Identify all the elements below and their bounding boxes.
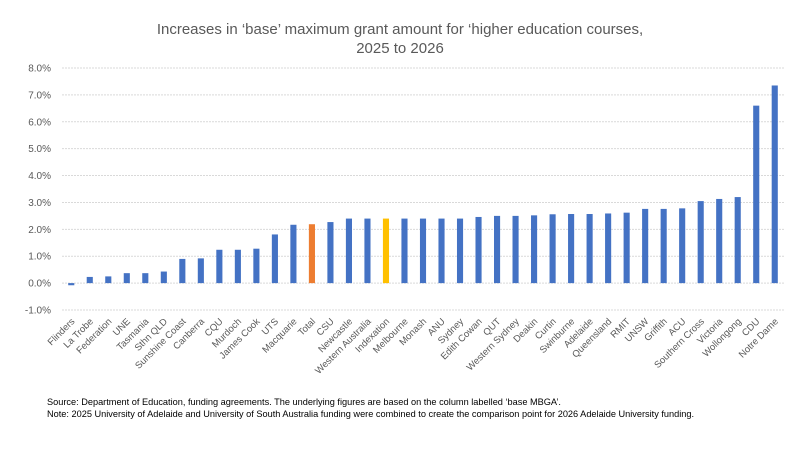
bar-adelaide (586, 214, 593, 284)
bar-flinders (68, 283, 75, 286)
y-axis-tick-labels: -1.0% 0.0% 1.0% 2.0% 3.0% 4.0% 5.0% 6.0% 7.0% 8.0… (25, 64, 51, 317)
y-tick-label: 2.0% (28, 225, 51, 236)
source-note: Source: Department of Education, funding… (47, 397, 561, 407)
bar-james-cook (253, 248, 260, 284)
x-tick-label: Total (296, 316, 318, 338)
bar-griffith (660, 208, 667, 284)
bar-uts (271, 234, 278, 284)
bar-murdoch (234, 249, 241, 284)
bar-une (123, 273, 130, 284)
y-tick-label: 0.0% (28, 279, 51, 290)
chart-title: Increases in ‘base’ maximum grant amount… (0, 20, 800, 58)
bar-deakin (531, 215, 538, 284)
bar-monash (419, 218, 427, 284)
y-tick-label: -1.0% (25, 306, 51, 317)
y-tick-label: 5.0% (28, 144, 51, 155)
bar-rmit (623, 212, 630, 284)
bars (68, 85, 778, 286)
chart-title-line-2: 2025 to 2026 (356, 40, 444, 57)
y-tick-label: 6.0% (28, 117, 51, 128)
bar-newcastle (345, 218, 352, 284)
y-tick-label: 8.0% (28, 64, 51, 75)
bar-southern-cross (697, 201, 704, 284)
bar-qut (494, 215, 501, 284)
bar-canberra (197, 258, 204, 284)
bar-macquarie (290, 224, 297, 284)
bar-queensland (605, 213, 612, 284)
bar-curtin (549, 214, 556, 284)
gridlines (62, 67, 784, 311)
bar-western-sydney (512, 215, 519, 284)
bar-western-australia (364, 218, 371, 284)
bar-tasmania (142, 273, 149, 284)
bar-cqu (216, 249, 223, 284)
bar-total (308, 224, 315, 284)
bar-sunshine-coast (179, 258, 186, 284)
bar-unsw (642, 208, 649, 284)
bar-sydney (456, 218, 464, 284)
y-tick-label: 3.0% (28, 198, 51, 209)
bar-victoria (716, 198, 723, 284)
bar-sthn-qld (160, 271, 167, 284)
bar-csu (327, 222, 334, 284)
bar-edith-cowan (475, 216, 482, 284)
bar-la-trobe (86, 276, 93, 284)
bar-swinburne (568, 214, 575, 284)
y-tick-label: 1.0% (28, 252, 51, 263)
bar-wollongong (734, 197, 741, 284)
y-tick-label: 7.0% (28, 90, 51, 101)
chart-title-line-1: Increases in ‘base’ maximum grant amount… (156, 21, 644, 38)
bar-acu (679, 208, 686, 284)
bar-notre-dame (771, 85, 778, 284)
bar-melbourne (401, 218, 408, 284)
comparison-note: Note: 2025 University of Adelaide and Un… (47, 409, 695, 419)
y-tick-label: 4.0% (28, 171, 51, 182)
bar-cdu (753, 105, 760, 284)
bar-indexation (382, 218, 390, 284)
bar-federation (105, 276, 112, 284)
bar-anu (438, 218, 445, 284)
